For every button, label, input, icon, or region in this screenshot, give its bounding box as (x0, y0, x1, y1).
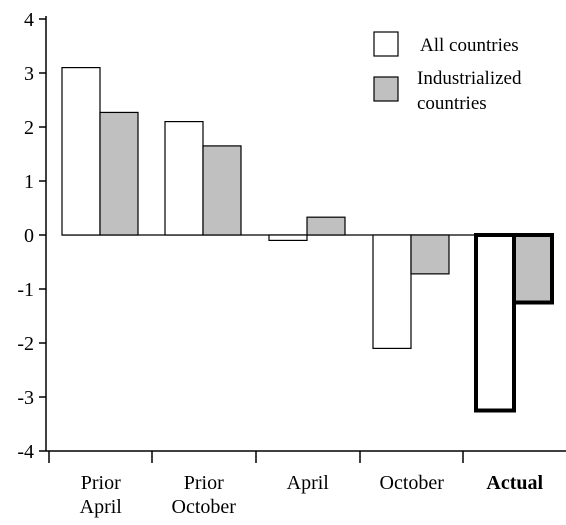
legend-swatch-all-countries (373, 31, 399, 57)
legend-label-industrialized: Industrialized (417, 68, 522, 89)
y-tick-label: 1 (24, 171, 34, 193)
legend-swatch-industrialized (373, 76, 399, 102)
bar-all-countries-4 (474, 233, 516, 413)
y-tick-label: -2 (17, 333, 34, 355)
x-category-label: October (380, 472, 445, 494)
legend-label-industrialized: countries (417, 93, 487, 114)
bar-industrialized-2 (306, 216, 346, 236)
x-category-label: Prior (184, 472, 224, 494)
y-tick-label: -4 (17, 441, 34, 463)
x-category-label: October (172, 496, 237, 518)
bar-all-countries-3 (372, 234, 412, 350)
y-tick-label: -1 (17, 279, 34, 301)
bar-industrialized-3 (410, 234, 450, 275)
bar-all-countries-2 (268, 234, 308, 242)
x-category-label: April (80, 496, 123, 518)
y-tick-label: -3 (17, 387, 34, 409)
bar-industrialized-4 (512, 233, 554, 305)
legend-label-all-countries: All countries (420, 35, 519, 56)
bar-all-countries-1 (164, 120, 204, 236)
x-category-label: April (287, 472, 330, 494)
bar-industrialized-0 (99, 111, 139, 236)
y-tick-label: 3 (24, 63, 34, 85)
x-category-label: Prior (81, 472, 121, 494)
y-tick-label: 2 (24, 117, 34, 139)
x-category-label: Actual (486, 472, 543, 494)
bar-all-countries-0 (61, 66, 101, 236)
y-tick-label: 0 (24, 225, 34, 247)
bar-industrialized-1 (202, 145, 242, 236)
y-tick-label: 4 (24, 9, 34, 31)
